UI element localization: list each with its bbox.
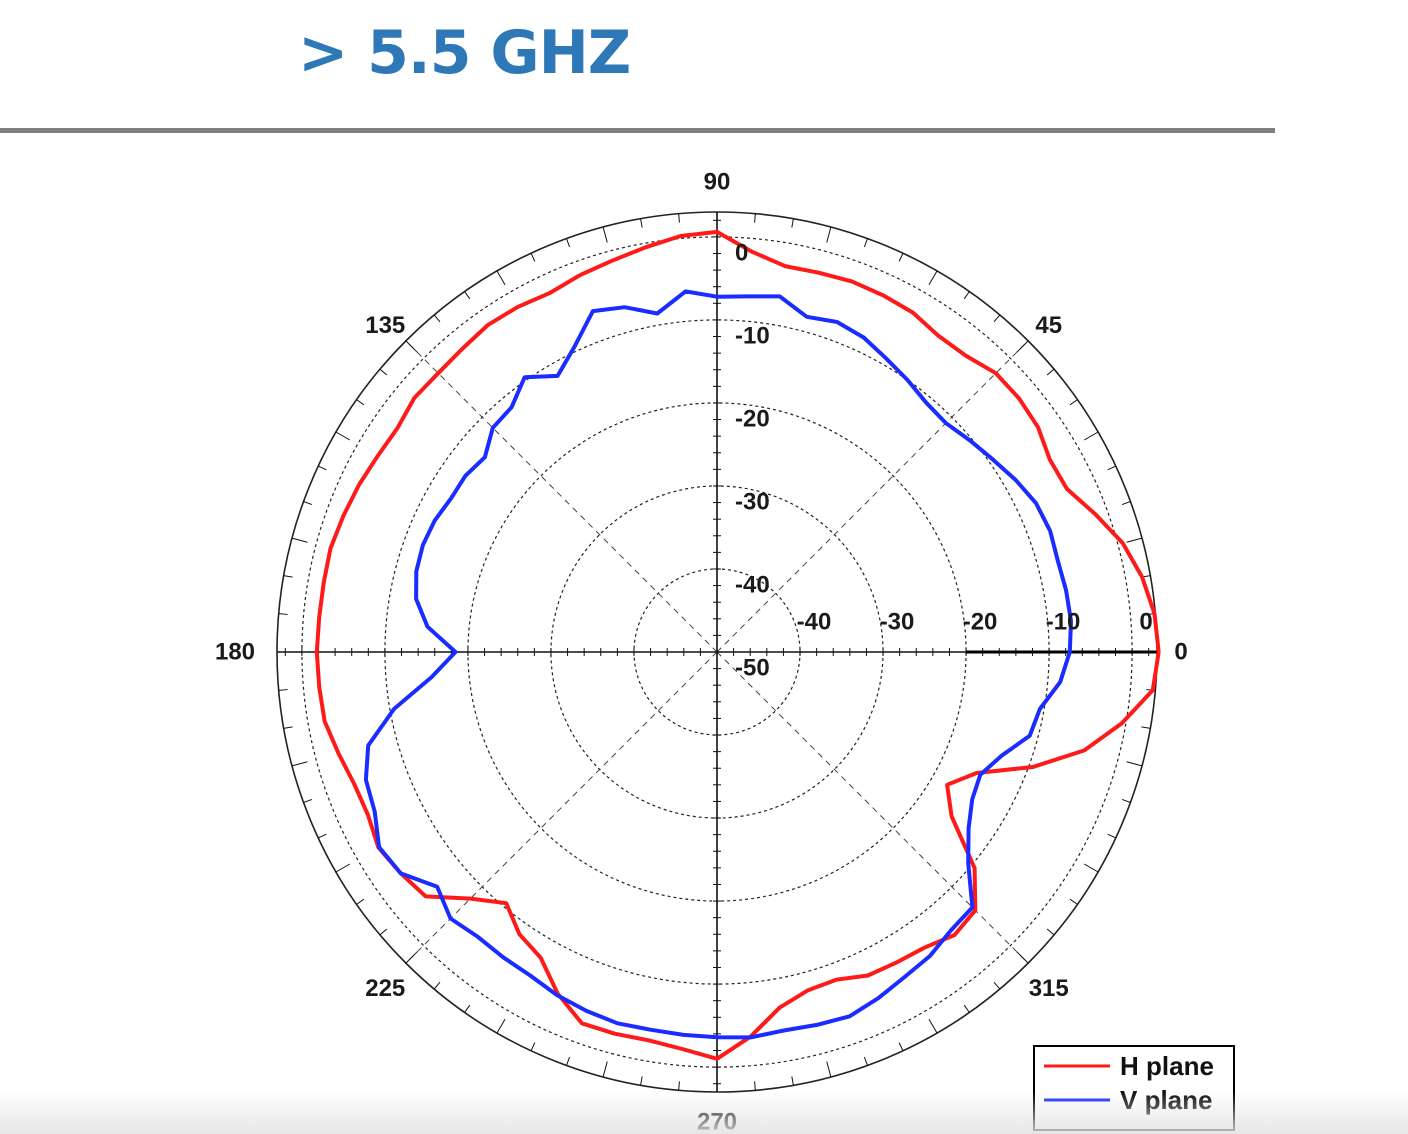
angle-tick bbox=[1016, 951, 1029, 964]
angle-tick bbox=[678, 213, 680, 223]
polar-grid bbox=[276, 211, 1158, 1093]
r-label-horizontal: -20 bbox=[963, 609, 998, 636]
title-divider bbox=[0, 128, 1275, 133]
angle-tick bbox=[898, 253, 904, 262]
angle-tick bbox=[1016, 340, 1029, 353]
r-label-horizontal: -10 bbox=[1046, 609, 1081, 636]
angle-label: 45 bbox=[1035, 312, 1062, 339]
angle-label: 315 bbox=[1029, 975, 1069, 1002]
angle-tick bbox=[278, 613, 288, 615]
angle-tick bbox=[464, 291, 471, 300]
angle-tick bbox=[1107, 465, 1116, 471]
angle-tick bbox=[863, 238, 868, 248]
angle-tick bbox=[318, 833, 327, 839]
angle-tick bbox=[405, 340, 418, 353]
angle-tick bbox=[303, 798, 313, 803]
angle-label: 90 bbox=[704, 169, 731, 196]
data-series bbox=[314, 229, 1161, 1061]
angle-tick bbox=[963, 291, 970, 300]
angle-tick bbox=[678, 1081, 680, 1091]
angle-tick bbox=[826, 1061, 832, 1078]
angle-tick bbox=[602, 1061, 608, 1078]
r-label-horizontal: 0 bbox=[1139, 609, 1152, 636]
angle-label: 0 bbox=[1174, 639, 1187, 666]
r-label-vertical: 0 bbox=[735, 239, 748, 266]
angle-tick bbox=[496, 270, 506, 286]
angle-tick bbox=[993, 981, 1001, 990]
angle-tick bbox=[928, 270, 938, 286]
angle-tick bbox=[928, 1018, 938, 1034]
series-line-v-plane bbox=[363, 289, 1073, 1040]
page-title: > 5.5 GHZ bbox=[298, 18, 631, 88]
angle-tick bbox=[303, 501, 313, 506]
angle-tick bbox=[898, 1042, 904, 1051]
angle-tick bbox=[602, 226, 608, 243]
angle-tick bbox=[963, 1004, 970, 1013]
angle-tick bbox=[379, 928, 388, 936]
bottom-shadow bbox=[0, 1092, 1408, 1134]
grid-spoke bbox=[405, 651, 718, 964]
r-label-vertical: -30 bbox=[735, 488, 770, 515]
r-label-horizontal: -30 bbox=[880, 609, 915, 636]
angle-tick bbox=[1069, 399, 1078, 406]
angle-tick bbox=[278, 689, 288, 691]
angle-tick bbox=[379, 368, 388, 376]
angle-tick bbox=[496, 1018, 506, 1034]
series-line-h-plane bbox=[314, 229, 1161, 1061]
angle-tick bbox=[1126, 537, 1143, 543]
angle-tick bbox=[1046, 368, 1055, 376]
angle-tick bbox=[640, 1076, 643, 1086]
angle-tick bbox=[1121, 798, 1131, 803]
angle-tick bbox=[530, 253, 536, 262]
r-label-vertical: -20 bbox=[735, 405, 770, 432]
angle-tick bbox=[791, 1076, 794, 1086]
r-label-vertical: -10 bbox=[735, 322, 770, 349]
angle-tick bbox=[291, 761, 308, 767]
angle-tick bbox=[433, 314, 441, 323]
angle-tick bbox=[1083, 863, 1099, 873]
angle-tick bbox=[566, 238, 571, 248]
angle-label: 135 bbox=[365, 312, 405, 339]
angle-tick bbox=[291, 537, 308, 543]
angle-tick bbox=[1107, 833, 1116, 839]
angle-tick bbox=[356, 898, 365, 905]
angle-tick bbox=[335, 863, 351, 873]
angle-tick bbox=[335, 431, 351, 441]
grid-spoke bbox=[716, 340, 1029, 653]
r-label-vertical: -50 bbox=[735, 655, 770, 682]
angle-tick bbox=[530, 1042, 536, 1051]
angle-tick bbox=[356, 399, 365, 406]
angle-tick bbox=[1069, 898, 1078, 905]
angle-tick bbox=[826, 226, 832, 243]
angle-tick bbox=[1141, 726, 1151, 729]
angle-tick bbox=[1121, 501, 1131, 506]
legend-label: H plane bbox=[1120, 1051, 1214, 1081]
angle-tick bbox=[1126, 761, 1143, 767]
angle-tick bbox=[405, 951, 418, 964]
grid-spoke bbox=[716, 651, 1029, 964]
angle-tick bbox=[1083, 431, 1099, 441]
angle-label: 225 bbox=[365, 975, 405, 1002]
angle-tick bbox=[863, 1056, 868, 1066]
angle-tick bbox=[283, 726, 293, 729]
r-label-horizontal: -40 bbox=[797, 609, 832, 636]
r-label-vertical: -40 bbox=[735, 571, 770, 598]
axis-labels: 901354518002253152700-10-20-30-40-50-40-… bbox=[215, 169, 1188, 1134]
angle-tick bbox=[318, 465, 327, 471]
angle-tick bbox=[566, 1056, 571, 1066]
angle-tick bbox=[283, 575, 293, 578]
angle-tick bbox=[754, 1081, 756, 1091]
grid-spoke bbox=[405, 340, 718, 653]
angle-tick bbox=[791, 218, 794, 228]
angle-tick bbox=[640, 218, 643, 228]
angle-tick bbox=[433, 981, 441, 990]
angle-tick bbox=[754, 213, 756, 223]
angle-tick bbox=[993, 314, 1001, 323]
angle-tick bbox=[464, 1004, 471, 1013]
angle-label: 180 bbox=[215, 639, 255, 666]
angle-tick bbox=[1046, 928, 1055, 936]
